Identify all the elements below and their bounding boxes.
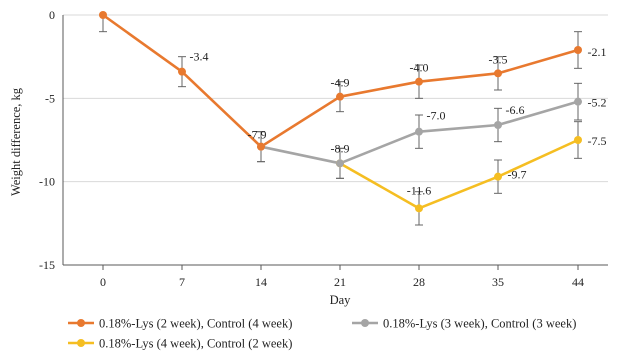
- data-label: -2.1: [588, 45, 607, 59]
- y-tick-label: -5: [45, 91, 55, 105]
- x-tick-label: 35: [492, 275, 504, 289]
- data-label: -4.0: [410, 61, 429, 75]
- data-label: -3.4: [190, 50, 209, 64]
- y-tick-label: -15: [39, 258, 55, 272]
- legend-label-3: 0.18%-Lys (4 week), Control (2 week): [99, 337, 292, 351]
- data-label: -11.6: [407, 183, 432, 197]
- series-1-point: [178, 67, 186, 76]
- y-tick-label: 0: [49, 8, 55, 22]
- series-1-point: [494, 69, 502, 78]
- x-tick-label: 14: [255, 275, 267, 289]
- series-line-3: [339, 138, 579, 210]
- data-label: -7.5: [588, 134, 607, 148]
- x-tick-label: 28: [413, 275, 425, 289]
- legend-marker-1: [77, 319, 85, 327]
- series-1-point: [257, 142, 265, 151]
- series-2-point: [494, 121, 502, 129]
- axes: 0 -5 -10 -15 0 7 14 21 28 35 44: [39, 8, 608, 289]
- data-label: -4.9: [331, 76, 350, 90]
- data-label: -7.0: [427, 109, 446, 123]
- data-labels: -3.4 -7.9 -4.9 -4.0 -3.5 -2.1 -8.9 -7.0 -6.6 -5.2…: [190, 45, 607, 197]
- data-label: -7.9: [248, 128, 267, 142]
- series-1-point: [574, 46, 582, 54]
- error-bars: [99, 14, 582, 226]
- x-tick-label: 21: [334, 275, 346, 289]
- series-2-point: [336, 159, 344, 168]
- data-label: -5.2: [588, 96, 607, 110]
- series-2-point: [415, 127, 423, 136]
- y-tick-label: -10: [39, 175, 55, 189]
- data-label: -6.6: [506, 103, 525, 117]
- series-1-point: [415, 77, 423, 86]
- legend-label-1: 0.18%-Lys (2 week), Control (4 week): [99, 317, 292, 331]
- series-markers: [99, 11, 582, 213]
- series-3-point: [494, 172, 502, 181]
- series-3-point: [415, 204, 423, 213]
- series-3-point: [574, 136, 582, 144]
- legend-marker-3: [77, 339, 85, 347]
- legend-marker-2: [361, 319, 369, 327]
- legend-label-2: 0.18%-Lys (3 week), Control (3 week): [383, 317, 576, 331]
- series-1-point: [336, 92, 344, 101]
- series-1-point: [99, 11, 107, 19]
- data-label: -9.7: [508, 168, 527, 182]
- x-tick-label: 7: [179, 275, 185, 289]
- x-tick-label: 0: [100, 275, 106, 289]
- x-tick-label: 44: [572, 275, 584, 289]
- series-2-point: [574, 97, 582, 106]
- y-axis-title: Weight difference, kg: [9, 87, 23, 196]
- legend: 0.18%-Lys (2 week), Control (4 week) 0.18…: [68, 317, 576, 351]
- data-label: -3.5: [489, 52, 508, 66]
- data-label: -8.9: [331, 141, 350, 155]
- x-axis-title: Day: [330, 293, 352, 307]
